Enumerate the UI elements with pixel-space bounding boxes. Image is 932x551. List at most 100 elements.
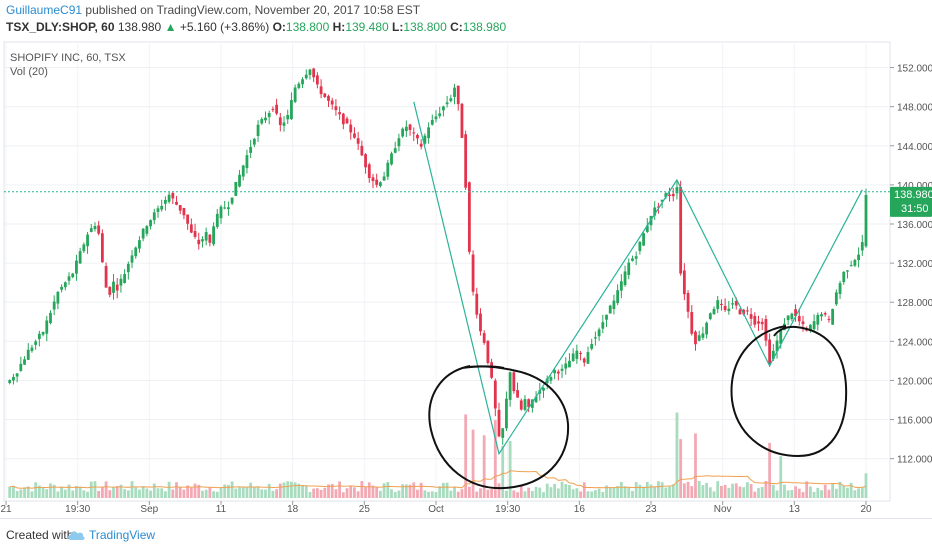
volume-bar xyxy=(653,487,657,498)
candle-body xyxy=(768,339,772,364)
candle-body xyxy=(397,138,401,147)
volume-bar xyxy=(360,481,364,498)
chart-panel[interactable]: 152.000 148.000 144.000 140.000 136.000 132.0… xyxy=(0,40,932,518)
candle-body xyxy=(45,320,49,334)
candle-body xyxy=(56,291,60,304)
volume-bar xyxy=(753,491,757,498)
volume-bar xyxy=(460,489,464,498)
candle-body xyxy=(556,371,560,374)
volume-bar xyxy=(649,484,653,498)
footer: Created with TradingView xyxy=(0,518,932,551)
volume-bar xyxy=(149,490,152,498)
volume-bar xyxy=(442,482,445,498)
volume-bar xyxy=(545,483,549,498)
candle-body xyxy=(445,102,449,105)
volume-bar xyxy=(93,481,97,498)
volume-bar xyxy=(401,484,405,498)
candle-body xyxy=(438,113,442,117)
candle-body xyxy=(234,181,238,196)
volume-bar xyxy=(241,486,245,498)
candle-body xyxy=(78,251,82,264)
candle-body xyxy=(612,300,616,310)
volume-bar xyxy=(123,489,127,498)
time-label-Sep: Sep xyxy=(140,504,158,515)
last-price-badge-price: 138.980 xyxy=(894,189,932,201)
price-label-148.000: 148.000 xyxy=(897,103,932,114)
volume-bar xyxy=(45,489,49,498)
candle-body xyxy=(404,126,408,132)
candle-body xyxy=(186,214,190,224)
volume-bar xyxy=(353,487,356,498)
candle-body xyxy=(430,119,434,125)
candle-body xyxy=(178,205,182,211)
volume-bar xyxy=(12,485,15,498)
candle-body xyxy=(720,303,723,305)
volume-bar xyxy=(186,485,190,498)
candle-body xyxy=(360,145,364,156)
candle-body xyxy=(175,201,178,205)
candle-body xyxy=(705,322,709,335)
volume-legend[interactable]: Vol (20) xyxy=(10,66,48,78)
price-chart[interactable]: 152.000 148.000 144.000 140.000 136.000 132.0… xyxy=(0,40,932,518)
volume-bar xyxy=(849,482,853,498)
volume-bar xyxy=(723,484,727,498)
author-link[interactable]: GuillaumeC91 xyxy=(6,3,83,17)
drawing-circles xyxy=(428,325,848,490)
volume-bar xyxy=(490,488,494,498)
volume-bar xyxy=(201,490,204,498)
volume-bar xyxy=(497,483,501,498)
volume-bar xyxy=(660,482,664,498)
candle-body xyxy=(657,206,660,208)
candle-body xyxy=(408,124,412,130)
tradingview-link[interactable]: TradingView xyxy=(89,528,156,542)
volume-bar xyxy=(668,486,671,498)
volume-bar xyxy=(212,491,215,498)
volume-bar xyxy=(530,491,534,498)
candle-body xyxy=(523,399,527,410)
candle-body xyxy=(623,271,627,286)
volume-bar xyxy=(834,488,838,498)
candle-body xyxy=(631,258,634,261)
volume-bar xyxy=(390,489,393,498)
candle-body xyxy=(30,347,34,351)
candle-body xyxy=(638,241,642,251)
volume-bar xyxy=(853,490,857,498)
price-axis[interactable]: 152.000 148.000 144.000 140.000 136.000 132.0… xyxy=(890,64,932,466)
volume-bar xyxy=(304,485,308,498)
volume-bar xyxy=(82,490,86,498)
volume-bar xyxy=(679,439,683,498)
volume-bar xyxy=(690,486,694,498)
price-label-152.000: 152.000 xyxy=(897,64,932,75)
volume-bar xyxy=(367,482,371,498)
volume-bar xyxy=(519,485,523,498)
volume-bar xyxy=(8,486,12,498)
time-label-20: 20 xyxy=(860,504,872,515)
price-label-140.000: 140.000 xyxy=(897,181,932,192)
volume-bar xyxy=(453,486,456,498)
volume-bar xyxy=(768,442,772,498)
volume-bar xyxy=(67,484,71,498)
volume-bar xyxy=(182,489,186,498)
volume-bar xyxy=(694,433,697,498)
candle-body xyxy=(456,85,460,105)
time-axis[interactable]: 21 19:30 Sep 11 18 25 Oct 19:30 16 23 Nov 13 20 xyxy=(0,501,872,515)
candle-body xyxy=(645,225,649,232)
volume-bar xyxy=(438,486,442,498)
candle-body xyxy=(297,83,301,88)
tradingview-cloud-icon[interactable] xyxy=(66,528,86,547)
volume-bar xyxy=(471,429,475,498)
candle-body xyxy=(15,373,19,377)
candle-body xyxy=(138,240,141,249)
volume-bar xyxy=(141,486,145,498)
candle-body xyxy=(219,206,223,219)
volume-bar xyxy=(745,482,749,498)
series-legend[interactable]: SHOPIFY INC, 60, TSX xyxy=(10,52,126,64)
price-label-120.000: 120.000 xyxy=(897,376,932,387)
candle-body xyxy=(119,278,123,286)
candle-body xyxy=(412,132,416,134)
last-price-badge: 138.980 31:50 xyxy=(890,186,932,217)
volume-bar xyxy=(419,482,423,498)
time-label-13: 13 xyxy=(789,504,801,515)
candle-body xyxy=(505,398,508,429)
candle-body xyxy=(690,311,694,334)
